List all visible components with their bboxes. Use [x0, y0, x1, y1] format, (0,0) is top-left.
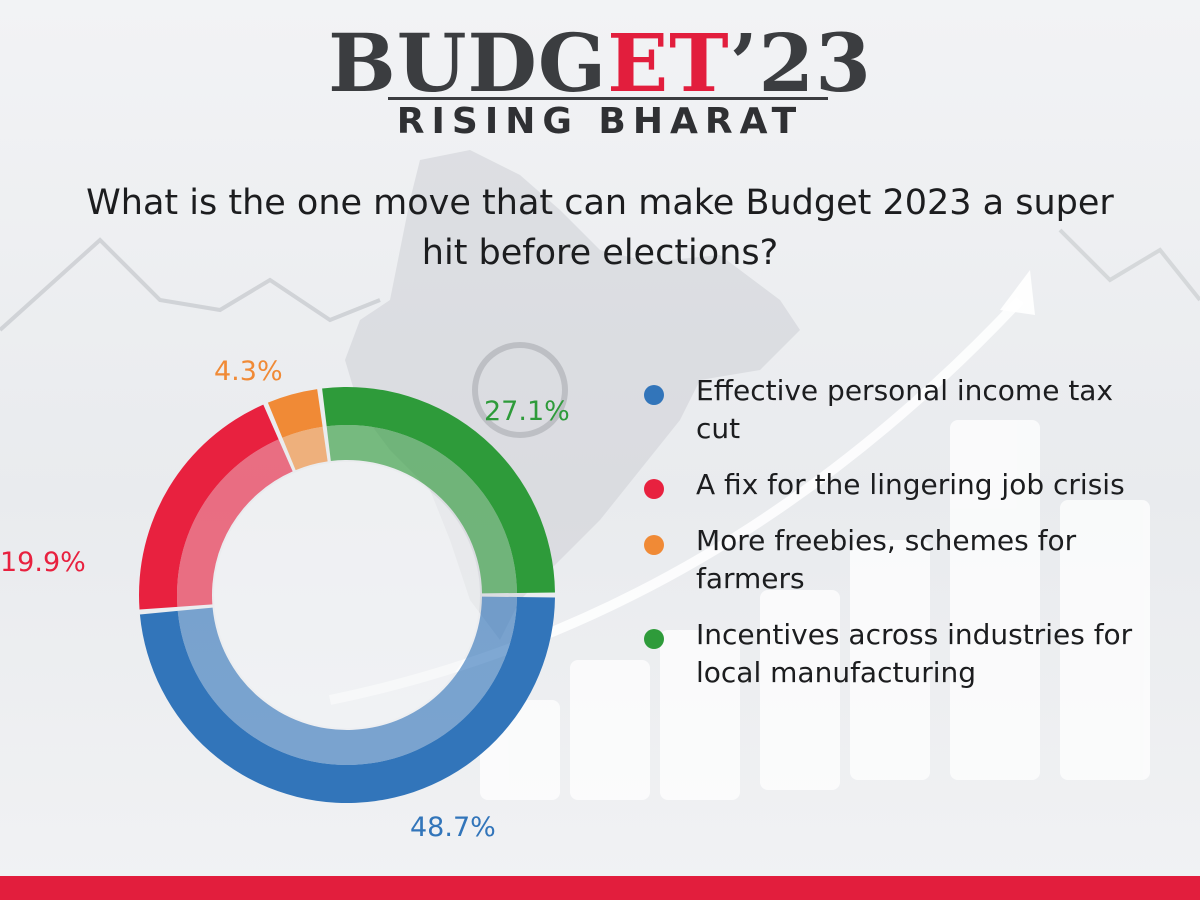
footer-bar — [0, 876, 1200, 900]
legend-dot-icon — [644, 629, 664, 649]
legend-label: More freebies, schemes for farmers — [696, 524, 1077, 595]
logo-text-part-a: BUDG — [328, 16, 608, 110]
donut-slice-outer — [322, 387, 555, 593]
legend-dot-icon — [644, 479, 664, 499]
legend-item: A fix for the lingering job crisis — [640, 466, 1160, 504]
donut-slice-inner — [177, 439, 293, 607]
donut-slice-outer — [139, 404, 279, 610]
legend-item: Effective personal income tax cut — [640, 372, 1160, 448]
donut-hole — [214, 462, 480, 728]
legend-dot-icon — [644, 385, 664, 405]
logo-text-part-c: ’23 — [729, 16, 872, 110]
legend-label: A fix for the lingering job crisis — [696, 468, 1125, 501]
legend-item: More freebies, schemes for farmers — [640, 522, 1160, 598]
value-label: 48.7% — [410, 812, 496, 843]
value-labels: 48.7% 19.9% 4.3% 27.1% — [0, 356, 570, 843]
coin-stacks — [480, 420, 1150, 800]
brand-subtitle: RISING BHARAT — [396, 101, 804, 142]
legend-label: Incentives across industries for local m… — [696, 618, 1133, 689]
arrow-head-icon — [1000, 270, 1035, 315]
background-line-graph-right — [1058, 228, 1200, 302]
value-label: 19.9% — [0, 547, 86, 578]
donut-slice-outer — [267, 389, 323, 438]
value-label: 27.1% — [484, 396, 570, 427]
background-line-graph — [0, 237, 381, 332]
donut-slice-outer — [139, 597, 555, 804]
donut-slice-inner — [177, 596, 517, 765]
value-label: 4.3% — [214, 356, 283, 387]
legend-item: Incentives across industries for local m… — [640, 616, 1160, 692]
brand-logo: BUDGET’23 — [0, 18, 1200, 108]
legend-dot-icon — [644, 535, 664, 555]
chart-question: What is the one move that can make Budge… — [86, 183, 1114, 273]
brand-divider — [388, 97, 828, 100]
chart-legend: Effective personal income tax cut A fix … — [640, 372, 1160, 710]
chakra-icon — [472, 342, 568, 438]
logo-text-accent: ET — [607, 16, 730, 110]
legend-label: Effective personal income tax cut — [696, 374, 1114, 445]
donut-slices — [139, 387, 555, 804]
donut-slice-inner — [326, 425, 517, 594]
donut-slice-inner — [282, 426, 328, 471]
